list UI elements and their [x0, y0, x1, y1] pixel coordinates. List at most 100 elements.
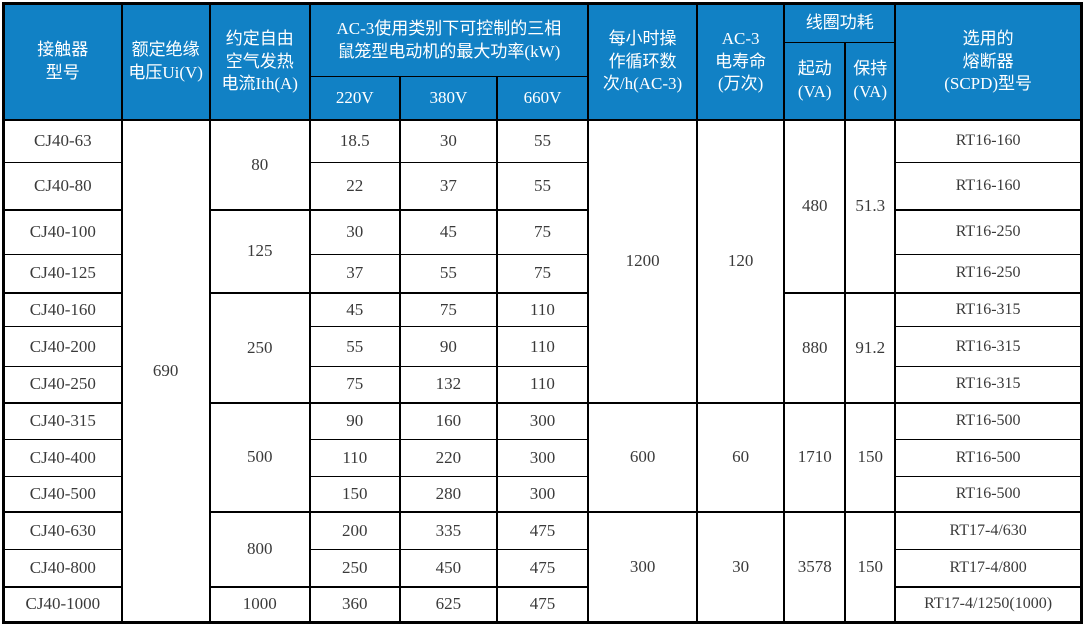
header-cycles-line2: 作循环数	[608, 51, 677, 71]
table-row: CJ40-160 250 45 75 110 880 91.2 RT16-315	[2, 291, 1083, 403]
cell-rated-voltage: 690	[120, 118, 211, 623]
cell-kw220: 55	[308, 326, 401, 367]
cell-life: 60	[696, 401, 786, 512]
header-ith-line2: 空气发热	[225, 51, 294, 71]
header-fuse-line3: (SCPD)型号	[944, 73, 1033, 93]
cell-kw220: 37	[308, 254, 401, 293]
cell-fuse: RT16-250	[894, 208, 1083, 255]
cell-kw220: 150	[308, 476, 401, 512]
table-row: CJ40-63 690 80 18.5 30 55 1200 120 480 5…	[2, 118, 1083, 623]
cell-kw660: 55	[495, 162, 590, 210]
header-group-coil-power: 线圈功耗	[783, 3, 897, 43]
cell-kw380: 75	[398, 291, 498, 327]
cell-fuse: RT16-250	[894, 254, 1083, 293]
cell-kw660: 110	[495, 291, 590, 327]
header-cell-coil-hold: 保持 (VA)	[844, 42, 897, 120]
cell-cycles: 600	[587, 401, 699, 512]
cell-kw220: 45	[308, 291, 401, 327]
table-row: CJ40-630 800 200 335 475 300 30 3578 150…	[2, 510, 1083, 623]
cell-ith: 500	[208, 401, 311, 512]
header-cell-electrical-life: AC-3 电寿命 (万次)	[696, 3, 786, 120]
header-coil-start-line1: 起动	[797, 59, 832, 79]
table-row: CJ40-800 250 450 475 RT17-4/800	[2, 549, 1083, 587]
cell-cycles: 1200	[587, 118, 699, 403]
header-660v-label: 660V	[523, 87, 562, 107]
cell-coil-hold: 150	[844, 510, 897, 623]
cell-fuse: RT16-315	[894, 291, 1083, 327]
cell-ith: 800	[208, 510, 311, 587]
cell-fuse: RT16-500	[894, 476, 1083, 512]
cell-kw380: 37	[398, 162, 498, 210]
table-row: CJ40-80 22 37 55 RT16-160	[2, 162, 1083, 210]
cell-kw220: 18.5	[308, 118, 401, 163]
cell-model: CJ40-315	[2, 401, 123, 440]
cell-fuse: RT16-500	[894, 439, 1083, 477]
cell-kw220: 75	[308, 366, 401, 403]
cell-kw380: 55	[398, 254, 498, 293]
header-220v-label: 220V	[335, 87, 374, 107]
table-header: 接触器 型号 额定绝缘 电压Ui(V) 约定自由 空气发热 电流Ith(A) A…	[2, 3, 1083, 120]
cell-model: CJ40-100	[2, 208, 123, 255]
header-power-line2: 鼠笼型电动机的最大功率(kW)	[337, 41, 561, 61]
cell-kw380: 30	[398, 118, 498, 163]
header-cycles-line1: 每小时操	[608, 29, 677, 49]
cell-coil-start: 880	[783, 291, 847, 403]
table-row: CJ40-1000 1000 360 625 475 RT17-4/1250(1…	[2, 585, 1083, 623]
cell-coil-hold: 51.3	[844, 118, 897, 293]
header-fuse-line1: 选用的	[962, 29, 1014, 49]
cell-life: 120	[696, 118, 786, 403]
cell-model: CJ40-125	[2, 254, 123, 293]
cell-fuse: RT16-160	[894, 162, 1083, 210]
cell-kw380: 160	[398, 401, 498, 440]
header-coil-hold-line2: (VA)	[853, 81, 888, 101]
header-model-line2: 型号	[45, 62, 80, 82]
cell-coil-start: 3578	[783, 510, 847, 623]
cell-kw380: 450	[398, 549, 498, 587]
header-cell-660v: 660V	[495, 76, 590, 120]
cell-ith: 250	[208, 291, 311, 403]
cell-kw660: 300	[495, 439, 590, 477]
header-cell-380v: 380V	[398, 76, 498, 120]
cell-model: CJ40-500	[2, 476, 123, 512]
cell-kw380: 90	[398, 326, 498, 367]
cell-fuse: RT17-4/800	[894, 549, 1083, 587]
table-body: CJ40-63 690 80 18.5 30 55 1200 120 480 5…	[2, 118, 1083, 623]
header-cell-cycles-per-hour: 每小时操 作循环数 次/h(AC-3)	[587, 3, 699, 120]
cell-ith: 1000	[208, 585, 311, 623]
cell-kw380: 45	[398, 208, 498, 255]
cell-fuse: RT16-160	[894, 118, 1083, 163]
header-cycles-line3: 次/h(AC-3)	[602, 73, 683, 93]
cell-model: CJ40-200	[2, 326, 123, 367]
header-cell-ith-current: 约定自由 空气发热 电流Ith(A)	[208, 3, 311, 120]
cell-model: CJ40-630	[2, 510, 123, 550]
cell-kw660: 475	[495, 510, 590, 550]
cell-coil-hold: 150	[844, 401, 897, 512]
cell-kw380: 220	[398, 439, 498, 477]
table-row: CJ40-125 37 55 75 RT16-250	[2, 254, 1083, 293]
cell-fuse: RT17-4/630	[894, 510, 1083, 550]
header-cell-220v: 220V	[308, 76, 401, 120]
cell-kw660: 475	[495, 585, 590, 623]
header-life-line1: AC-3	[721, 29, 760, 49]
header-cell-model: 接触器 型号	[2, 3, 123, 120]
cell-kw660: 300	[495, 401, 590, 440]
header-life-line2: 电寿命	[715, 51, 767, 71]
cell-kw660: 75	[495, 254, 590, 293]
cell-coil-start: 1710	[783, 401, 847, 512]
cell-kw220: 360	[308, 585, 401, 623]
cell-kw660: 55	[495, 118, 590, 163]
cell-model: CJ40-400	[2, 439, 123, 477]
cell-kw660: 110	[495, 326, 590, 367]
header-ith-line1: 约定自由	[225, 29, 294, 49]
cell-fuse: RT17-4/1250(1000)	[894, 585, 1083, 623]
header-coil-hold-line1: 保持	[853, 59, 888, 79]
cell-kw220: 22	[308, 162, 401, 210]
header-voltage-line2: 电压Ui(V)	[128, 62, 203, 82]
table-row: CJ40-400 110 220 300 RT16-500	[2, 439, 1083, 477]
cell-fuse: RT16-315	[894, 366, 1083, 403]
header-coil-label: 线圈功耗	[805, 13, 874, 33]
cell-model: CJ40-63	[2, 118, 123, 163]
header-cell-rated-voltage: 额定绝缘 电压Ui(V)	[120, 3, 211, 120]
